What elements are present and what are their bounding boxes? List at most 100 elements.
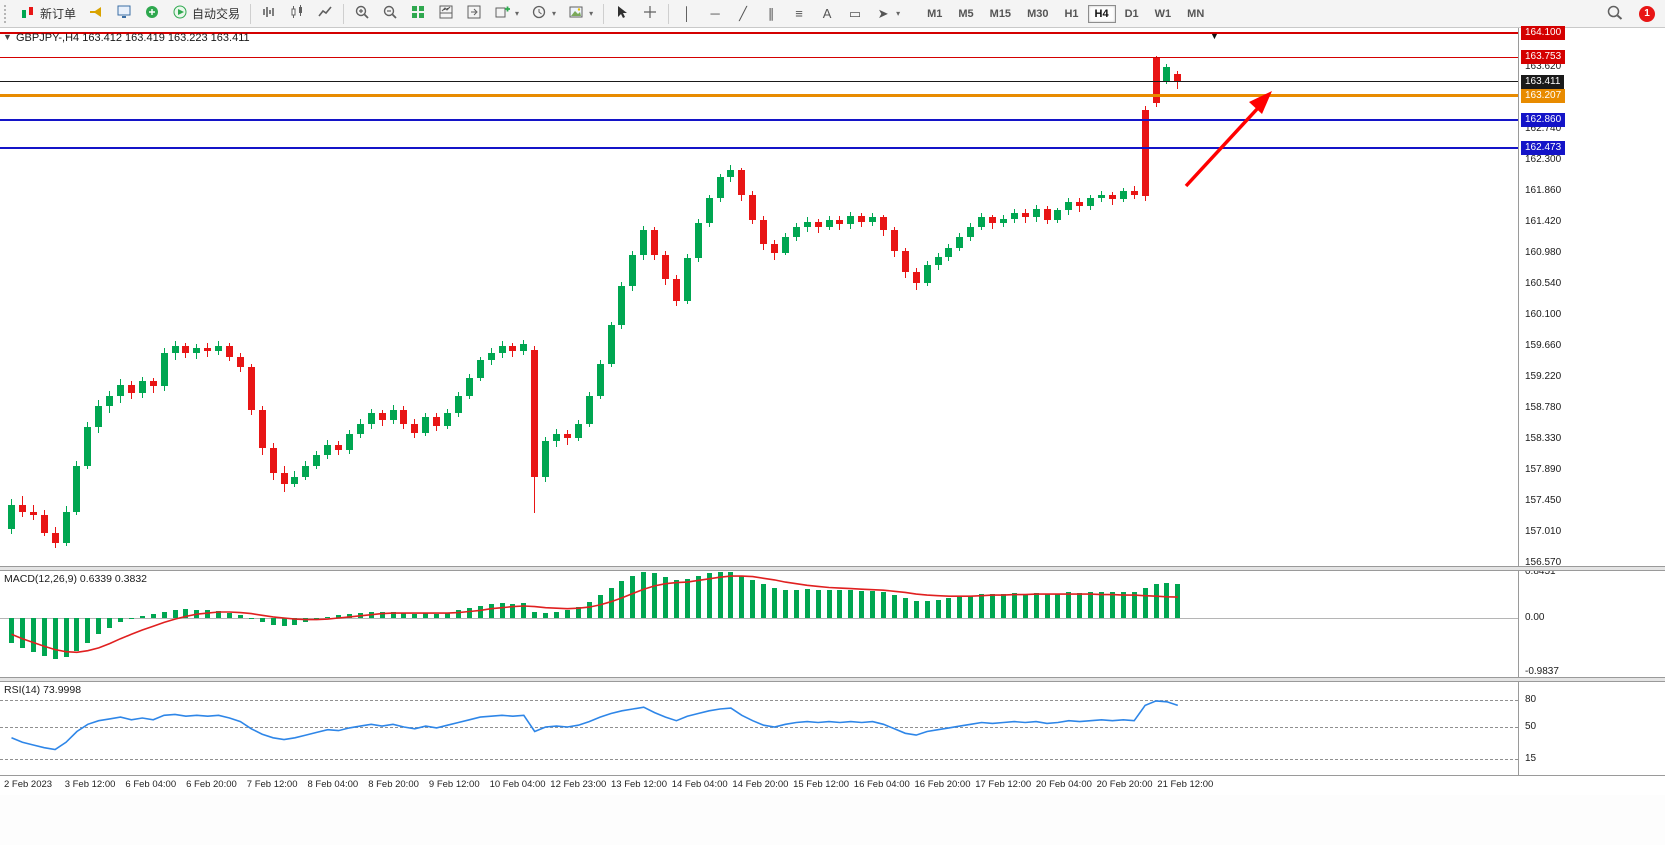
candle-body	[18, 504, 26, 512]
candle-body	[411, 423, 419, 433]
candle-body	[62, 511, 70, 544]
macd-histogram-bar	[968, 595, 974, 618]
macd-histogram-bar	[118, 618, 123, 623]
price-level-line[interactable]	[0, 81, 1518, 82]
candle-body	[792, 226, 800, 238]
time-axis-label: 12 Feb 23:00	[550, 779, 607, 790]
collapse-chart-icon[interactable]: ▼	[3, 32, 12, 42]
notification-badge[interactable]: 1	[1639, 5, 1655, 22]
price-chart-plot[interactable]: ▼ GBPJPY-,H4 163.412 163.419 163.223 163…	[0, 28, 1518, 566]
template-button[interactable]: ▾	[562, 3, 599, 25]
price-axis-label: 160.540	[1525, 277, 1562, 289]
candle-body	[989, 217, 996, 224]
price-level-line[interactable]	[0, 32, 1518, 34]
new-order-button[interactable]: 新订单	[14, 3, 82, 25]
timeframe-m30[interactable]: M30	[1027, 7, 1049, 20]
candle-body	[716, 177, 724, 199]
candle-body	[618, 286, 626, 326]
macd-histogram-bar	[946, 598, 952, 618]
timeframe-m1[interactable]: M1	[927, 7, 943, 20]
timeframe-m15[interactable]: M15	[989, 7, 1012, 20]
rsi-panel[interactable]: RSI(14) 73.9998	[0, 682, 1518, 775]
search-icon	[1607, 5, 1623, 23]
candle-body	[640, 230, 648, 255]
timeframe-h1[interactable]: H1	[1064, 7, 1079, 20]
time-axis-label: 21 Feb 12:00	[1157, 779, 1214, 790]
macd-histogram-bar	[979, 594, 985, 618]
price-level-line[interactable]	[0, 56, 1518, 58]
time-axis-label: 8 Feb 20:00	[368, 779, 419, 790]
fibonacci-tool-button[interactable]: ≡	[785, 3, 813, 25]
cursor-tool-button[interactable]	[608, 3, 636, 25]
macd-histogram-bar	[1153, 584, 1159, 618]
candle-body	[672, 279, 680, 301]
candle-body	[967, 226, 975, 238]
toolbar-right-group: 1	[1601, 3, 1661, 25]
macd-panel[interactable]: MACD(12,26,9) 0.6339 0.3832	[0, 571, 1518, 677]
navigator-button[interactable]	[138, 3, 166, 25]
add-indicator-button[interactable]: ▾	[488, 3, 525, 25]
candle-body	[258, 409, 266, 449]
timeframe-w1[interactable]: W1	[1154, 7, 1172, 20]
timeframe-mn[interactable]: MN	[1187, 7, 1205, 20]
timeframe-d1[interactable]: D1	[1124, 7, 1139, 20]
trendline-tool-button[interactable]: ╱	[729, 3, 757, 25]
macd-histogram-bar	[1120, 591, 1126, 618]
text-tool-button[interactable]: A	[813, 3, 841, 25]
timeframe-m5[interactable]: M5	[958, 7, 974, 20]
macd-histogram-bar	[739, 575, 745, 618]
timeframe-h4[interactable]: H4	[1087, 4, 1116, 23]
bar-chart-button[interactable]	[255, 3, 283, 25]
macd-histogram-bar	[346, 613, 352, 618]
label-tool-button[interactable]: ▭	[841, 3, 869, 25]
chart-shift-button[interactable]	[460, 3, 488, 25]
trend-arrow-annotation[interactable]	[0, 28, 1518, 566]
vertical-line-tool-button[interactable]: │	[673, 3, 701, 25]
indicator-window-button[interactable]	[432, 3, 460, 25]
candle-body	[444, 413, 451, 426]
zoom-out-icon	[382, 5, 398, 22]
search-button[interactable]	[1601, 3, 1629, 25]
zoom-out-button[interactable]	[376, 3, 404, 25]
macd-histogram-bar	[9, 618, 14, 643]
horizontal-line-tool-button[interactable]: ─	[701, 3, 729, 25]
crosshair-tool-button[interactable]	[636, 3, 664, 25]
candle-body	[204, 348, 212, 352]
macd-histogram-bar	[390, 611, 396, 618]
auto-trading-label: 自动交易	[192, 7, 241, 21]
channel-tool-button[interactable]: ∥	[757, 3, 785, 25]
arrows-tool-button[interactable]: ➤ ▾	[869, 3, 906, 25]
line-anchor-marker-icon[interactable]: ▼	[1210, 31, 1219, 41]
time-axis-label: 8 Feb 04:00	[307, 779, 359, 790]
news-button[interactable]	[82, 3, 110, 25]
macd-histogram-bar	[1109, 592, 1115, 618]
price-level-line[interactable]	[0, 119, 1518, 122]
toolbar-separator	[250, 3, 252, 24]
price-level-line[interactable]	[0, 146, 1518, 149]
period-button[interactable]: ▾	[525, 3, 562, 25]
candle-body	[1141, 110, 1149, 197]
macd-histogram-bar	[128, 618, 134, 620]
macd-histogram-bar	[663, 576, 668, 618]
panel-divider[interactable]	[0, 677, 1665, 682]
panel-divider[interactable]	[0, 566, 1665, 571]
macd-histogram-bar	[216, 610, 222, 618]
tile-windows-button[interactable]	[404, 3, 432, 25]
toolbar-grip[interactable]	[4, 4, 10, 23]
price-axis-label: 163.620	[1525, 60, 1562, 72]
price-level-line[interactable]	[0, 94, 1518, 98]
price-axis[interactable]: 164.100 163.753 163.411 163.207 162.860 162.4…	[1518, 26, 1665, 775]
zoom-in-button[interactable]	[348, 3, 376, 25]
auto-trading-button[interactable]: 自动交易	[166, 3, 246, 25]
macd-histogram-bar	[139, 615, 145, 618]
toolbar-separator	[668, 3, 670, 24]
candle-body	[127, 385, 135, 394]
macd-histogram-bar	[30, 618, 36, 652]
candle-body	[182, 346, 190, 354]
text-icon: A	[822, 6, 832, 21]
macd-histogram-bar	[586, 601, 592, 618]
line-chart-button[interactable]	[311, 3, 339, 25]
market-watch-button[interactable]	[110, 3, 138, 25]
time-axis[interactable]: 2 Feb 2023 3 Feb 12:00 6 Feb 04:00 6 Feb 20…	[0, 775, 1665, 796]
candlestick-chart-button[interactable]	[283, 3, 311, 25]
